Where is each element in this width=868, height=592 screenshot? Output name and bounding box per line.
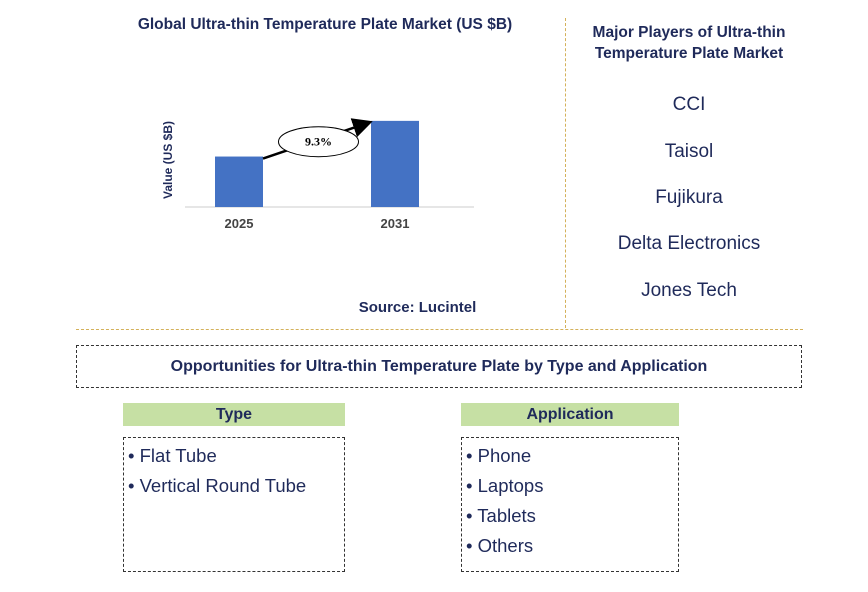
opportunities-title: Opportunities for Ultra-thin Temperature… xyxy=(76,345,802,388)
application-item-tablets: • Tablets xyxy=(466,505,536,526)
opportunities-title-text: Opportunities for Ultra-thin Temperature… xyxy=(170,357,708,375)
horizontal-divider xyxy=(76,329,803,330)
type-item-vertical-round-tube: • Vertical Round Tube xyxy=(128,475,307,496)
player-item: CCI xyxy=(672,94,706,115)
application-item-others: • Others xyxy=(466,535,534,556)
bar-2025 xyxy=(215,156,263,207)
player-item: Fujikura xyxy=(655,187,723,208)
player-item: Delta Electronics xyxy=(617,233,761,254)
chart-title: Global Ultra-thin Temperature Plate Mark… xyxy=(137,16,513,33)
source-label: Source: Lucintel xyxy=(358,299,477,316)
players-title: Major Players of Ultra-thin Temperature … xyxy=(592,24,786,62)
bar-2031 xyxy=(371,120,419,207)
application-item-phone: • Phone xyxy=(466,445,532,466)
type-list: • Flat Tube • Vertical Round Tube xyxy=(123,437,345,572)
application-header: Application xyxy=(461,403,679,426)
cagr-bubble xyxy=(278,126,359,158)
x-tick-label-2031: 2031 xyxy=(381,216,410,231)
cagr-label: 9.3% xyxy=(305,135,332,149)
bar-chart: Value (US $B) 2025 2031 9.3% xyxy=(161,118,474,231)
application-list: • Phone • Laptops • Tablets • Others xyxy=(461,437,679,572)
y-axis-label: Value (US $B) xyxy=(161,121,175,199)
application-item-laptops: • Laptops xyxy=(466,475,544,496)
x-tick-label-2025: 2025 xyxy=(225,216,254,231)
type-item-flat-tube: • Flat Tube xyxy=(128,445,217,466)
player-item: Jones Tech xyxy=(641,280,737,301)
vertical-divider xyxy=(565,18,566,328)
type-header: Type xyxy=(123,403,345,426)
player-item: Taisol xyxy=(664,141,714,162)
